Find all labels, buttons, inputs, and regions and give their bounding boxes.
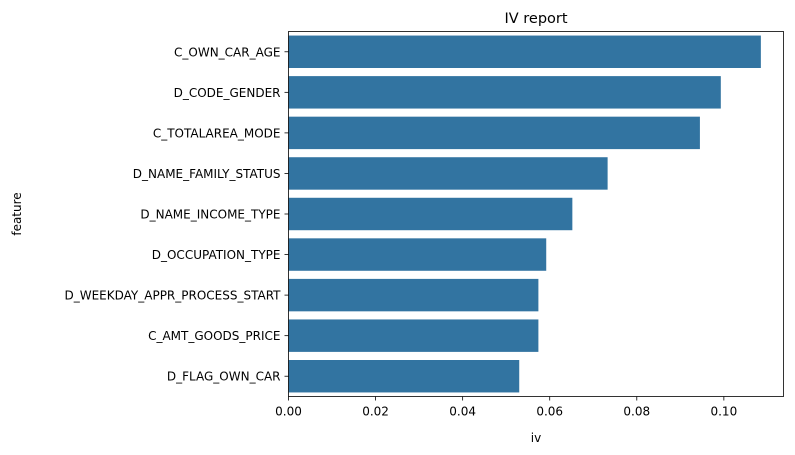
bar-d-occupation-type [288, 238, 547, 271]
y-tick-label: C_OWN_CAR_AGE [174, 45, 280, 59]
y-tick-label: D_WEEKDAY_APPR_PROCESS_START [64, 289, 281, 303]
y-tick-label: C_TOTALAREA_MODE [153, 126, 281, 140]
bar-d-flag-own-car [288, 360, 520, 393]
bar-d-weekday-appr-process-start [288, 278, 539, 312]
x-tick-label: 0.00 [275, 405, 302, 419]
bar-c-amt-goods-price [288, 319, 539, 352]
bar-c-own-car-age [288, 35, 761, 68]
y-tick-label: D_NAME_INCOME_TYPE [140, 208, 280, 222]
y-axis-label: feature [10, 192, 24, 235]
y-tick-label: D_CODE_GENDER [174, 86, 281, 100]
y-tick-label: D_FLAG_OWN_CAR [167, 370, 281, 384]
y-tick-label: C_AMT_GOODS_PRICE [148, 329, 280, 343]
x-ticks: 0.00 0.02 0.04 0.06 0.08 0.10 [275, 396, 737, 419]
plot-frame [288, 31, 784, 397]
chart-title: IV report [504, 11, 567, 27]
x-tick-label: 0.04 [449, 405, 476, 419]
y-tick-labels: C_OWN_CAR_AGE D_CODE_GENDER C_TOTALAREA_MO… [64, 45, 289, 384]
x-tick-label: 0.02 [362, 405, 389, 419]
bars-group [288, 35, 761, 393]
bar-d-name-income-type [288, 197, 573, 231]
x-tick-label: 0.10 [710, 405, 737, 419]
x-tick-label: 0.06 [536, 405, 563, 419]
bar-d-name-family-status [288, 157, 608, 190]
x-tick-label: 0.08 [623, 405, 650, 419]
y-tick-label: D_OCCUPATION_TYPE [152, 248, 281, 262]
bar-d-code-gender [288, 76, 721, 109]
bar-c-totalarea-mode [288, 116, 700, 150]
x-axis-label: iv [531, 431, 541, 445]
y-tick-label: D_NAME_FAMILY_STATUS [133, 167, 281, 181]
